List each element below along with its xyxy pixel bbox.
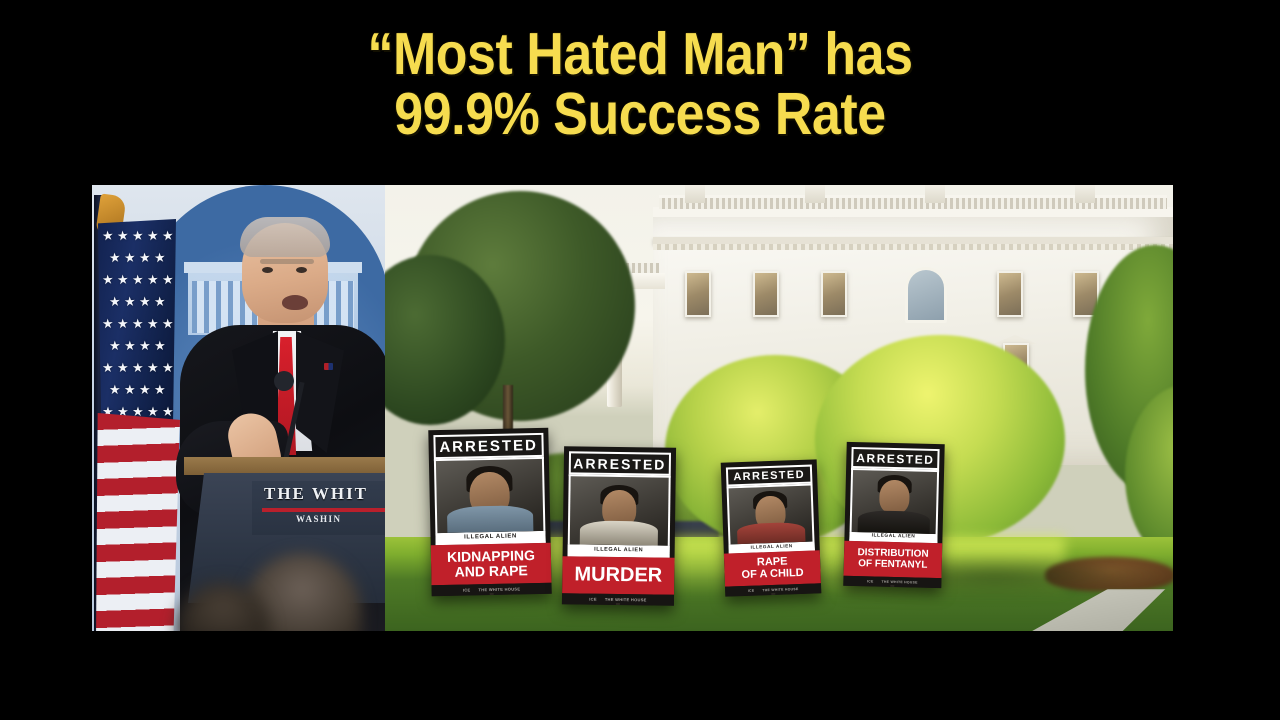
speaker-brow <box>260 259 314 264</box>
ice-logo: ICE <box>866 579 874 584</box>
headline: “Most Hated Man” has 99.9% Success Rate <box>0 21 1280 147</box>
mugshot-photo <box>849 467 940 535</box>
mugshot-photo <box>567 474 671 546</box>
podium-plaque-line-2: WASHIN <box>296 514 342 524</box>
sign-crime-line-1: MURDER <box>574 563 663 587</box>
mugshot-torso <box>579 520 659 546</box>
white-house-logo: THE WHITE HOUSE <box>881 579 918 585</box>
mugshot-torso <box>446 505 534 533</box>
white-house-logo: THE WHITE HOUSE <box>478 586 521 593</box>
ice-logo: ICE <box>462 587 471 593</box>
white-house-window-1 <box>685 271 711 317</box>
mugshot-photo <box>433 456 546 534</box>
speaker-eye-left <box>262 267 273 273</box>
mugshot-photo <box>726 483 815 545</box>
microphone-icon <box>274 371 294 391</box>
chimney-3 <box>925 185 945 203</box>
white-house-logo: THE WHITE HOUSE <box>762 587 799 593</box>
white-house-arched-window <box>905 267 947 323</box>
white-house-cornice <box>653 237 1173 244</box>
sign-crime-line-2: OF FENTANYL <box>858 557 928 571</box>
sign-crime-line-2: OF A CHILD <box>741 566 804 581</box>
chimney-2 <box>805 185 825 203</box>
flag-stars: ★ ★ ★ ★ ★ ★ ★ ★ ★ ★ ★ ★ ★ ★ ★ ★ ★ ★ ★ ★ ★ ★ ★ ★ ★ ★ ★ ★ ★ ★ ★ ★ ★ ★ ★ ★ ★ ★ ★ ★… <box>101 227 175 420</box>
sign-header-label: ARRESTED <box>568 451 672 476</box>
tree-dark-far-left <box>385 255 505 425</box>
sign-crime-label: DISTRIBUTION OF FENTANYL <box>843 540 943 579</box>
headline-line-1: “Most Hated Man” has <box>367 21 913 87</box>
flag-canton <box>98 219 176 435</box>
arrested-sign: ARRESTED ILLEGAL ALIEN MURDER ICE THE WH… <box>561 446 677 606</box>
white-house-dentil-molding <box>653 244 1173 250</box>
headline-line-2: 99.9% Success Rate <box>394 80 886 147</box>
speaker-mouth <box>282 295 308 310</box>
arrested-sign: ARRESTED ILLEGAL ALIEN DISTRIBUTION OF F… <box>843 441 945 589</box>
ice-logo: ICE <box>747 588 755 593</box>
white-house-lawn-photo: ARRESTED ILLEGAL ALIEN KIDNAPPING AND RA… <box>385 185 1173 631</box>
press-briefing-photo: ★ ★ ★ ★ ★ ★ ★ ★ ★ ★ ★ ★ ★ ★ ★ ★ ★ ★ ★ ★ ★ ★ ★ ★ ★ ★ ★ ★ ★ ★ ★ ★ ★ ★ ★ ★ ★ ★ ★ ★… <box>92 185 385 631</box>
chimney-1 <box>685 185 705 203</box>
speaker-eye-right <box>296 267 307 273</box>
white-house-logo: THE WHITE HOUSE <box>604 596 647 603</box>
mugshot-face <box>879 479 910 515</box>
white-house-window-4 <box>997 271 1023 317</box>
ice-logo: ICE <box>589 596 597 602</box>
speaker-hair <box>240 217 330 257</box>
white-house-window-3 <box>821 271 847 317</box>
mugshot-torso <box>857 510 931 534</box>
sign-header-label: ARRESTED <box>433 432 544 460</box>
mugshot-torso <box>736 521 806 545</box>
sign-crime-label: RAPE OF A CHILD <box>723 550 821 587</box>
flag-lapel-pin-icon <box>324 363 333 370</box>
flag-pole <box>94 195 104 631</box>
podium-plaque-rule <box>262 508 385 512</box>
chimney-4 <box>1075 185 1095 203</box>
flag-stripes <box>96 413 180 631</box>
white-house-roofline <box>653 207 1173 217</box>
sign-header-label: ARRESTED <box>851 446 940 471</box>
white-house-window-2 <box>753 271 779 317</box>
sign-crime-line-2: AND RAPE <box>454 562 528 580</box>
podium-plaque: THE WHIT WASHIN <box>252 481 385 535</box>
arrested-sign: ARRESTED ILLEGAL ALIEN KIDNAPPING AND RA… <box>428 427 552 597</box>
podium-plaque-line-1: THE WHIT <box>264 484 369 503</box>
white-house-balustrade <box>659 195 1167 209</box>
podium-top <box>184 457 385 475</box>
window-pediment-1 <box>993 335 1037 344</box>
photo-collage: ★ ★ ★ ★ ★ ★ ★ ★ ★ ★ ★ ★ ★ ★ ★ ★ ★ ★ ★ ★ ★ ★ ★ ★ ★ ★ ★ ★ ★ ★ ★ ★ ★ ★ ★ ★ ★ ★ ★ ★… <box>92 185 1173 631</box>
arrested-sign: ARRESTED ILLEGAL ALIEN RAPE OF A CHILD I… <box>720 459 822 597</box>
american-flag: ★ ★ ★ ★ ★ ★ ★ ★ ★ ★ ★ ★ ★ ★ ★ ★ ★ ★ ★ ★ ★ ★ ★ ★ ★ ★ ★ ★ ★ ★ ★ ★ ★ ★ ★ ★ ★ ★ ★ ★… <box>92 193 184 631</box>
sign-crime-label: KIDNAPPING AND RAPE <box>430 542 552 586</box>
sign-crime-label: MURDER <box>562 556 675 595</box>
